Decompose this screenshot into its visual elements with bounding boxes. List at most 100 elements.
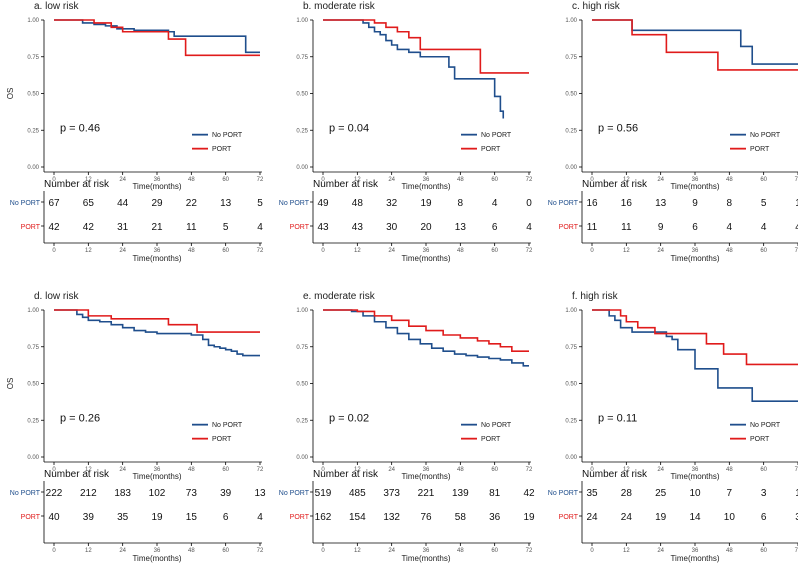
risk-count: 154 [349, 512, 366, 523]
risk-count: 5 [223, 222, 229, 233]
x-tick-label: 36 [692, 177, 699, 183]
legend-label: No PORT [750, 132, 781, 139]
risk-x-tick-label: 0 [52, 248, 56, 254]
risk-count: 81 [489, 488, 501, 499]
risk-count: 67 [48, 198, 60, 209]
risk-x-tick-label: 48 [188, 548, 195, 554]
x-tick-label: 0 [52, 467, 56, 473]
risk-count: 183 [114, 488, 131, 499]
panel-title: e. moderate risk [303, 291, 376, 302]
risk-count: 31 [117, 222, 129, 233]
risk-count: 14 [689, 512, 701, 523]
x-tick-label: 24 [657, 467, 664, 473]
risk-count: 16 [621, 198, 633, 209]
risk-x-tick-label: 60 [222, 548, 229, 554]
risk-count: 24 [621, 512, 633, 523]
km-curve-no-port [592, 19, 798, 65]
risk-row-label: PORT [559, 224, 579, 231]
risk-count: 11 [587, 222, 598, 233]
y-tick-label: 0.00 [565, 455, 577, 461]
y-tick-label: 0.25 [296, 418, 308, 424]
risk-count: 0 [526, 198, 532, 209]
risk-x-tick-label: 72 [526, 548, 533, 554]
risk-row-label: PORT [21, 514, 41, 521]
risk-count: 43 [317, 222, 329, 233]
risk-count: 15 [186, 512, 198, 523]
risk-count: 42 [48, 222, 60, 233]
risk-x-tick-label: 24 [388, 248, 395, 254]
risk-x-tick-label: 72 [257, 548, 264, 554]
y-tick-label: 0.50 [27, 382, 39, 388]
x-tick-label: 0 [321, 177, 325, 183]
panel-title: f. high risk [572, 291, 619, 302]
risk-row-label: No PORT [548, 200, 579, 207]
legend-label: PORT [212, 146, 232, 153]
y-axis-label: OS [6, 88, 15, 100]
x-tick-label: 60 [491, 467, 498, 473]
risk-x-axis-label: Time(months) [401, 554, 450, 563]
risk-x-tick-label: 24 [119, 248, 126, 254]
p-value: p = 0.26 [60, 413, 100, 425]
risk-count: 44 [117, 198, 129, 209]
p-value: p = 0.11 [598, 413, 637, 425]
y-tick-label: 0.75 [565, 345, 577, 351]
risk-count: 6 [492, 222, 498, 233]
x-tick-label: 36 [154, 467, 161, 473]
risk-count: 212 [80, 488, 97, 499]
risk-count: 16 [586, 198, 598, 209]
risk-row-label: PORT [559, 514, 579, 521]
y-tick-label: 1.00 [27, 308, 39, 314]
risk-row-label: No PORT [279, 200, 310, 207]
risk-count: 28 [621, 488, 633, 499]
risk-count: 4 [795, 222, 798, 233]
x-tick-label: 72 [795, 467, 798, 473]
risk-count: 4 [526, 222, 532, 233]
risk-x-tick-label: 36 [692, 248, 699, 254]
x-tick-label: 36 [423, 467, 430, 473]
risk-x-tick-label: 60 [491, 248, 498, 254]
risk-count: 35 [586, 488, 598, 499]
risk-x-tick-label: 60 [491, 548, 498, 554]
y-tick-label: 0.50 [296, 382, 308, 388]
risk-x-tick-label: 24 [119, 548, 126, 554]
legend-label: No PORT [212, 132, 243, 139]
risk-row-label: PORT [290, 224, 310, 231]
risk-count: 13 [455, 222, 467, 233]
risk-count: 9 [658, 222, 664, 233]
risk-count: 30 [386, 222, 398, 233]
risk-x-tick-label: 12 [623, 248, 630, 254]
y-tick-label: 0.00 [296, 165, 308, 171]
y-tick-label: 0.25 [27, 128, 39, 134]
risk-x-tick-label: 48 [188, 248, 195, 254]
risk-x-axis-label: Time(months) [670, 254, 719, 263]
p-value: p = 0.04 [329, 123, 369, 135]
risk-x-axis-label: Time(months) [401, 254, 450, 263]
y-tick-label: 0.50 [27, 92, 39, 98]
km-curve-port [54, 19, 260, 57]
risk-count: 1 [795, 198, 798, 209]
km-curve-no-port [592, 309, 798, 402]
x-tick-label: 72 [526, 467, 533, 473]
risk-count: 3 [761, 488, 767, 499]
risk-x-tick-label: 12 [623, 548, 630, 554]
panel-title: a. low risk [34, 1, 79, 12]
risk-x-tick-label: 48 [457, 548, 464, 554]
panel-title: d. low risk [34, 291, 79, 302]
risk-x-tick-label: 48 [726, 248, 733, 254]
y-tick-label: 1.00 [565, 18, 577, 24]
x-tick-label: 60 [491, 177, 498, 183]
x-tick-label: 12 [354, 467, 361, 473]
x-tick-label: 60 [222, 177, 229, 183]
risk-table-title: Number at risk [313, 179, 379, 190]
risk-count: 373 [383, 488, 400, 499]
risk-count: 73 [186, 488, 198, 499]
x-axis-label: Time(months) [132, 182, 181, 191]
risk-x-tick-label: 72 [257, 248, 264, 254]
panel-1: a. low risk 0.00 0.25 0.50 0.75 1.00 0 12 24 36 48… [6, 1, 264, 263]
km-curve-no-port [54, 309, 260, 357]
x-tick-label: 0 [590, 177, 594, 183]
legend-label: PORT [481, 436, 501, 443]
y-tick-label: 0.25 [565, 418, 577, 424]
km-curve-port [592, 19, 798, 71]
